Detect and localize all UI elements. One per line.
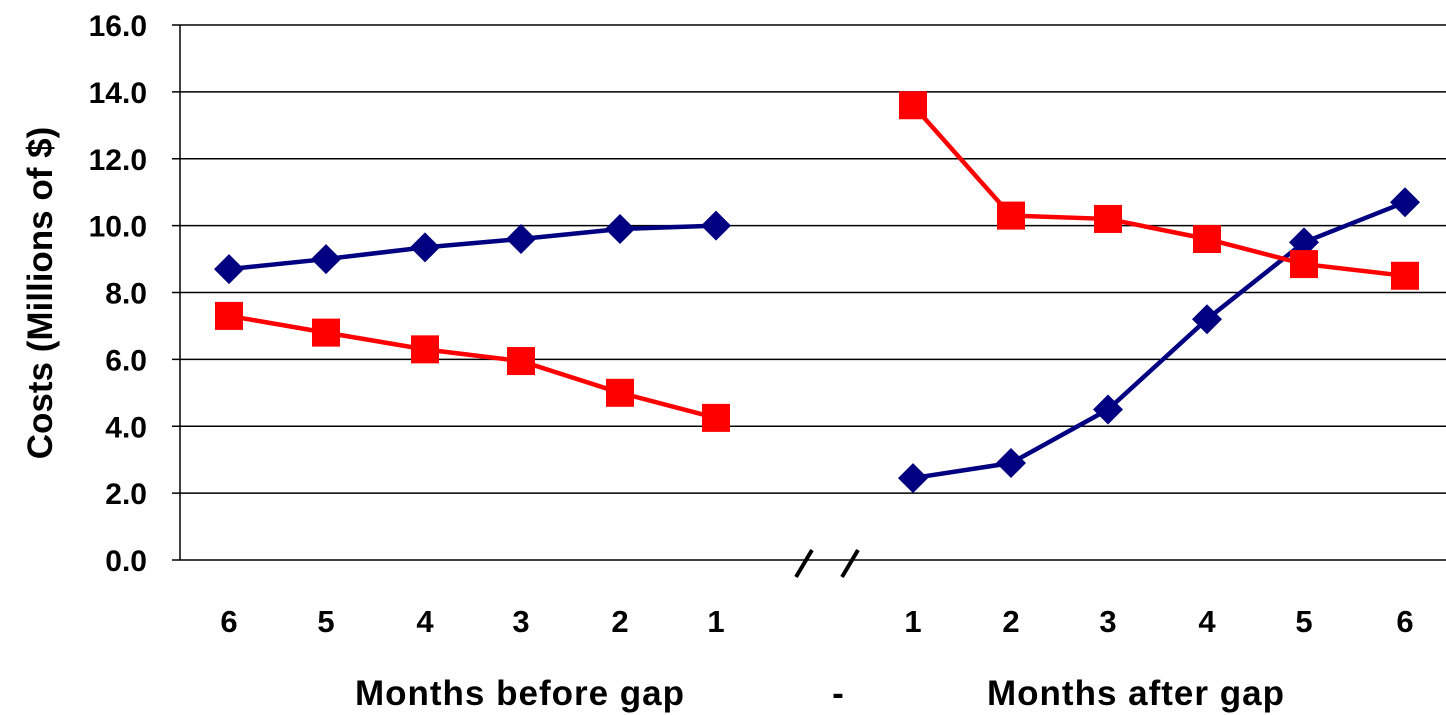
- data-point-diamond: [1192, 304, 1222, 335]
- gridlines: [180, 24, 1446, 561]
- data-point-square: [411, 335, 439, 364]
- axis-break-mark: [794, 548, 814, 579]
- x-tick-label: 5: [1295, 604, 1312, 639]
- data-point-square: [215, 301, 243, 330]
- y-tick-label: 2.0: [105, 478, 147, 511]
- y-tick-label: 12.0: [89, 144, 147, 177]
- x-tick-label: 6: [1396, 604, 1413, 639]
- x-tick-label: 4: [416, 604, 434, 639]
- data-point-diamond: [701, 210, 731, 241]
- y-tick-label: 0.0: [105, 545, 147, 578]
- data-point-square: [1193, 225, 1221, 253]
- x-tick-label: 3: [1099, 604, 1116, 639]
- axis-break-marks: [794, 548, 860, 579]
- data-point-diamond: [996, 448, 1026, 479]
- x-tick-label: 2: [1002, 604, 1019, 639]
- data-point-diamond: [506, 224, 536, 254]
- x-tick-label: 2: [611, 604, 628, 639]
- x-tick-label: 1: [707, 604, 724, 639]
- data-point-square: [507, 347, 535, 376]
- x-tick-label: 3: [512, 604, 529, 639]
- y-tick-label: 14.0: [89, 77, 147, 110]
- data-point-square: [606, 378, 634, 407]
- data-point-diamond: [1390, 187, 1420, 218]
- data-point-diamond: [898, 463, 928, 494]
- data-point-diamond: [410, 232, 440, 263]
- series: [214, 91, 1420, 494]
- x-tick-labels: 6 5 4 3 2 1 1 2 3 4 5 6: [220, 604, 1413, 639]
- x-tick-label: 4: [1198, 604, 1216, 639]
- data-point-diamond: [214, 254, 244, 285]
- x-axis-label-separator: -: [832, 674, 844, 713]
- x-tick-label: 6: [220, 604, 237, 639]
- data-point-square: [997, 201, 1025, 230]
- y-tick-label: 6.0: [105, 344, 147, 377]
- y-tick-labels: 0.0 2.0 4.0 6.0 8.0 10.0 12.0 14.0 16.0: [89, 10, 147, 578]
- y-tick-label: 10.0: [89, 211, 147, 244]
- data-point-diamond: [605, 213, 635, 244]
- data-point-square: [899, 91, 927, 120]
- data-point-square: [1391, 261, 1419, 290]
- y-tick-label: 4.0: [105, 411, 147, 444]
- y-axis-label: Costs (Millions of $): [21, 127, 60, 460]
- axis-break-mark: [840, 548, 860, 579]
- x-tick-label: 5: [317, 604, 334, 639]
- data-point-square: [1290, 250, 1318, 279]
- series-line: [228, 313, 717, 421]
- x-axis-label-after: Months after gap: [987, 674, 1285, 713]
- data-point-square: [1094, 204, 1122, 233]
- y-tick-label: 16.0: [89, 10, 147, 43]
- data-point-diamond: [1289, 227, 1319, 258]
- data-point-diamond: [311, 244, 341, 275]
- x-axis-label-before: Months before gap: [355, 674, 685, 713]
- data-point-square: [312, 318, 340, 347]
- x-tick-label: 1: [904, 604, 921, 639]
- axes: [172, 24, 181, 561]
- data-point-diamond: [1093, 394, 1123, 425]
- series-line: [228, 223, 717, 272]
- series-line: [912, 200, 1406, 481]
- data-point-square: [702, 403, 730, 432]
- y-tick-label: 8.0: [105, 278, 147, 311]
- series-line: [911, 103, 1406, 279]
